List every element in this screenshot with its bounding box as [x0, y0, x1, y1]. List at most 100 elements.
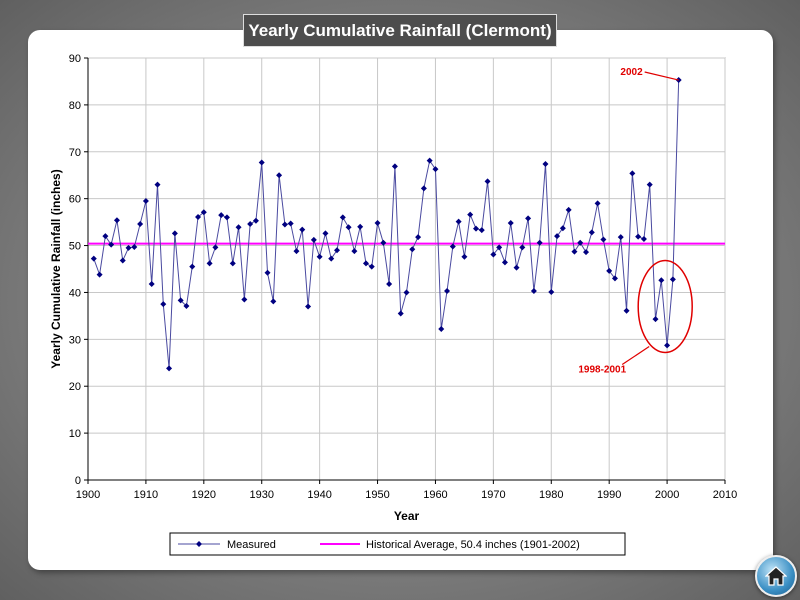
data-point	[588, 229, 595, 236]
data-point	[449, 243, 456, 250]
legend-measured-marker	[196, 541, 202, 547]
data-point	[281, 221, 288, 228]
legend	[169, 532, 626, 556]
data-point	[530, 288, 537, 295]
data-point	[183, 303, 190, 310]
data-point	[420, 185, 427, 192]
x-tick-label: 2000	[655, 489, 679, 501]
data-point	[235, 224, 242, 231]
data-point	[212, 244, 219, 251]
home-icon	[765, 566, 787, 586]
data-point	[177, 297, 184, 304]
data-point	[252, 217, 259, 224]
x-tick-label: 1970	[481, 489, 505, 501]
data-point	[461, 253, 468, 260]
data-point	[270, 298, 277, 305]
plot-area	[87, 57, 726, 481]
data-point	[160, 301, 167, 308]
home-button[interactable]	[755, 555, 797, 597]
y-tick-label: 80	[69, 100, 81, 112]
data-point	[391, 163, 398, 170]
y-tick-label: 10	[69, 428, 81, 440]
data-point	[247, 220, 254, 227]
data-point	[241, 296, 248, 303]
data-point	[611, 275, 618, 282]
y-tick-label: 20	[69, 381, 81, 393]
data-point	[113, 217, 120, 224]
y-tick-label: 70	[69, 147, 81, 159]
x-tick-label: 1930	[249, 489, 273, 501]
y-tick-label: 90	[69, 53, 81, 65]
data-point	[258, 159, 265, 166]
annotation-2002-leader	[644, 71, 679, 81]
data-point	[189, 263, 196, 270]
data-point	[501, 259, 508, 266]
data-point	[397, 310, 404, 317]
y-tick-label: 60	[69, 194, 81, 206]
data-point	[519, 244, 526, 251]
data-point	[316, 253, 323, 260]
data-point	[322, 230, 329, 237]
data-point	[403, 289, 410, 296]
data-point	[415, 234, 422, 241]
data-point	[536, 239, 543, 246]
data-point	[559, 225, 566, 232]
data-point	[305, 303, 312, 310]
data-point	[125, 244, 132, 251]
data-point	[594, 200, 601, 207]
data-point	[142, 198, 149, 205]
data-point	[542, 160, 549, 167]
x-tick-label: 1950	[365, 489, 389, 501]
data-point	[455, 218, 462, 225]
data-point	[171, 230, 178, 237]
annotation-2002: 2002	[620, 67, 643, 78]
data-point	[148, 281, 155, 288]
data-point	[386, 281, 393, 288]
chart-title: Yearly Cumulative Rainfall (Clermont)	[243, 14, 557, 47]
data-point	[206, 260, 213, 267]
data-point	[484, 178, 491, 185]
data-point	[96, 271, 103, 278]
y-tick-label: 50	[69, 241, 81, 253]
data-point	[380, 239, 387, 246]
data-point	[351, 248, 358, 255]
data-point	[362, 260, 369, 267]
data-point	[664, 342, 671, 349]
data-point	[339, 214, 346, 221]
x-tick-label: 1980	[539, 489, 563, 501]
data-point	[652, 316, 659, 323]
legend-measured-label: Measured	[227, 539, 276, 551]
x-tick-label: 1990	[597, 489, 621, 501]
data-point	[507, 220, 514, 227]
data-point	[200, 209, 207, 216]
data-point	[287, 220, 294, 227]
x-tick-label: 1940	[307, 489, 331, 501]
x-tick-label: 1900	[76, 489, 100, 501]
data-point	[669, 276, 676, 283]
x-tick-label: 2010	[713, 489, 737, 501]
data-point	[554, 233, 561, 240]
data-point	[600, 236, 607, 243]
data-point	[623, 307, 630, 314]
data-point	[357, 223, 364, 230]
data-point	[565, 206, 572, 213]
x-tick-label: 1960	[423, 489, 447, 501]
data-point	[606, 267, 613, 274]
data-point	[646, 181, 653, 188]
data-point	[629, 170, 636, 177]
data-point	[131, 243, 138, 250]
data-point	[617, 234, 624, 241]
data-point	[334, 247, 341, 254]
data-point	[102, 233, 109, 240]
x-axis-label: Year	[394, 509, 420, 523]
data-point	[293, 248, 300, 255]
data-point	[409, 246, 416, 253]
data-point	[368, 263, 375, 270]
data-point	[166, 365, 173, 372]
data-point	[438, 326, 445, 333]
x-tick-label: 1910	[134, 489, 158, 501]
data-point	[299, 226, 306, 233]
data-point	[137, 220, 144, 227]
data-point	[195, 213, 202, 220]
